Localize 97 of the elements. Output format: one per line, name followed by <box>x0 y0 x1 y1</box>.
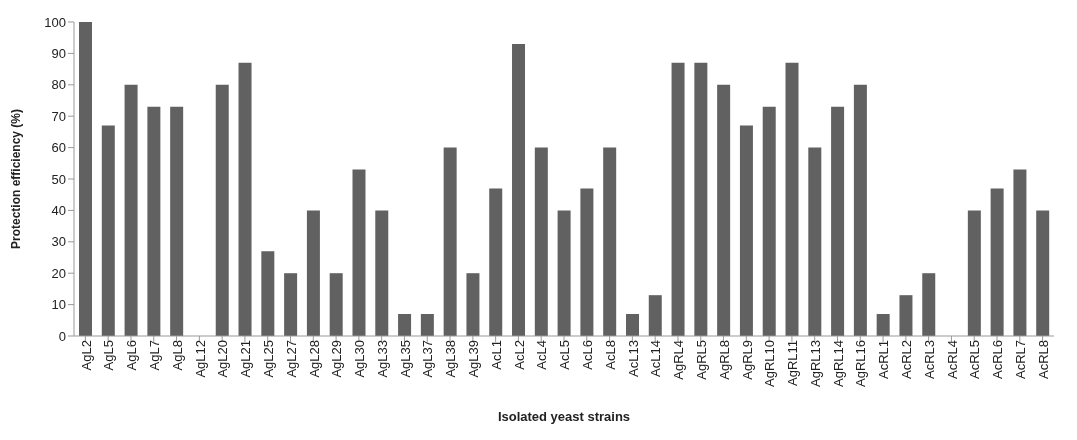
bar <box>215 84 229 336</box>
bar <box>443 147 457 336</box>
y-tick-label: 50 <box>51 171 66 187</box>
x-tick-label: AcRL2 <box>899 340 915 380</box>
bar <box>238 62 252 336</box>
y-tick-label: 70 <box>51 108 66 124</box>
bar <box>831 106 845 336</box>
x-tick-label: AgL7 <box>147 340 162 371</box>
bar <box>101 125 115 336</box>
x-tick-label: AcRL3 <box>921 340 937 380</box>
bar <box>694 62 708 336</box>
bar <box>580 188 594 336</box>
bar <box>352 169 366 336</box>
x-tick-label: AgL20 <box>215 340 231 378</box>
x-tick-label: AcL14 <box>648 340 664 377</box>
x-tick-label: AgRL9 <box>739 340 755 380</box>
x-tick-label: AcRL1 <box>876 340 892 380</box>
x-tick-label: AgL25 <box>260 340 276 378</box>
x-tick-label: AgRL5 <box>693 340 709 380</box>
x-tick-label: AgRL8 <box>716 340 732 380</box>
bar <box>557 210 571 336</box>
bar <box>329 273 343 336</box>
bar <box>648 295 662 336</box>
bar <box>899 295 913 336</box>
bar <box>717 84 731 336</box>
x-tick-label: AgRL4 <box>671 340 687 380</box>
x-tick-label: AgL39 <box>466 340 482 378</box>
bar <box>489 188 503 336</box>
bar <box>261 251 275 336</box>
y-tick-label: 80 <box>51 77 66 93</box>
y-tick-label: 10 <box>51 297 66 313</box>
x-tick-label: AgL38 <box>443 340 459 378</box>
x-tick-label: AgL28 <box>306 340 322 378</box>
bar <box>124 84 138 336</box>
bar <box>739 125 753 336</box>
y-tick-label: 100 <box>44 14 66 30</box>
bar <box>603 147 617 336</box>
x-tick-label: AgL12 <box>192 340 208 378</box>
x-tick-label: AcRL4 <box>944 340 960 380</box>
x-tick-label: AgRL16 <box>853 340 869 387</box>
y-tick-label: 40 <box>51 203 66 219</box>
x-tick-label: AcL4 <box>534 340 550 370</box>
x-tick-label: AgRL14 <box>830 340 846 387</box>
bar <box>671 62 685 336</box>
bar <box>762 106 776 336</box>
x-tick-label: AcRL8 <box>1035 340 1051 380</box>
x-tick-label: AcL8 <box>602 340 618 370</box>
bar <box>534 147 548 336</box>
x-tick-label: AgL33 <box>374 340 390 378</box>
x-tick-label: AcL5 <box>557 340 573 370</box>
x-tick-label: AgRL10 <box>762 340 778 387</box>
x-tick-label: AcRL7 <box>1013 340 1029 380</box>
bar <box>990 188 1004 336</box>
y-tick-label: 30 <box>51 234 66 250</box>
x-tick-label: AgL29 <box>329 340 345 378</box>
x-tick-label: AcL2 <box>511 340 527 370</box>
bar <box>466 273 480 336</box>
x-tick-label: AgRL13 <box>807 340 823 387</box>
x-tick-label: AgL8 <box>169 340 185 371</box>
bar <box>853 84 867 336</box>
bar <box>1013 169 1027 336</box>
x-tick-label: AgL37 <box>420 340 436 378</box>
x-tick-label: AcRL6 <box>990 340 1006 380</box>
y-tick-label: 60 <box>51 140 66 156</box>
bar <box>967 210 981 336</box>
x-tick-label: AgL5 <box>101 340 117 371</box>
x-tick-label: AgL6 <box>124 340 140 371</box>
bar <box>284 273 298 336</box>
bar <box>79 22 92 336</box>
bar <box>512 43 526 336</box>
x-tick-label: AgL27 <box>283 340 299 378</box>
x-tick-label: AcL13 <box>625 340 641 377</box>
bar <box>808 147 822 336</box>
x-tick-label: AgRL11 <box>785 340 801 387</box>
y-tick-label: 20 <box>51 265 66 281</box>
bar <box>876 314 890 336</box>
x-tick-label: AcRL5 <box>967 340 983 380</box>
bar <box>147 106 161 336</box>
bar <box>1036 210 1050 336</box>
bar <box>420 314 434 336</box>
x-tick-label: AgL35 <box>397 340 413 378</box>
bar <box>625 314 639 336</box>
x-tick-label: AcL6 <box>580 340 596 370</box>
bar <box>375 210 389 336</box>
bar <box>398 314 412 336</box>
bar <box>922 273 936 336</box>
bar <box>785 62 799 336</box>
y-axis-title: Protection efficiency (%) <box>9 108 24 250</box>
x-tick-label: AgL30 <box>352 340 368 378</box>
bar <box>170 106 184 336</box>
x-tick-label: AcL1 <box>488 340 504 370</box>
x-tick-label: AgL21 <box>238 340 254 378</box>
x-axis-title: Isolated yeast strains <box>497 409 631 425</box>
x-tick-label: AgL2 <box>78 340 94 371</box>
bar <box>306 210 320 336</box>
y-tick-label: 0 <box>58 328 66 344</box>
y-tick-label: 90 <box>51 46 66 62</box>
